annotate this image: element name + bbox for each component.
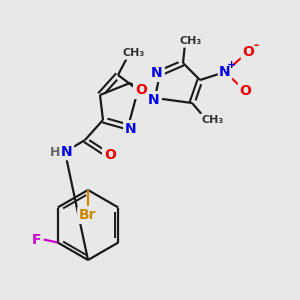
Text: O: O (135, 83, 147, 97)
Text: CH₃: CH₃ (180, 36, 202, 46)
Text: CH₃: CH₃ (202, 115, 224, 125)
Text: -: - (254, 38, 259, 52)
Text: O: O (239, 84, 251, 98)
Text: O: O (242, 45, 254, 59)
Text: F: F (32, 232, 41, 247)
Text: H: H (50, 146, 60, 158)
Text: N: N (125, 122, 137, 136)
Text: Br: Br (79, 208, 97, 222)
Text: N: N (219, 65, 231, 79)
Text: CH₃: CH₃ (123, 48, 145, 58)
Text: N: N (148, 93, 160, 107)
Text: O: O (104, 148, 116, 162)
Text: N: N (61, 145, 73, 159)
Text: N: N (151, 66, 163, 80)
Text: +: + (227, 60, 237, 70)
